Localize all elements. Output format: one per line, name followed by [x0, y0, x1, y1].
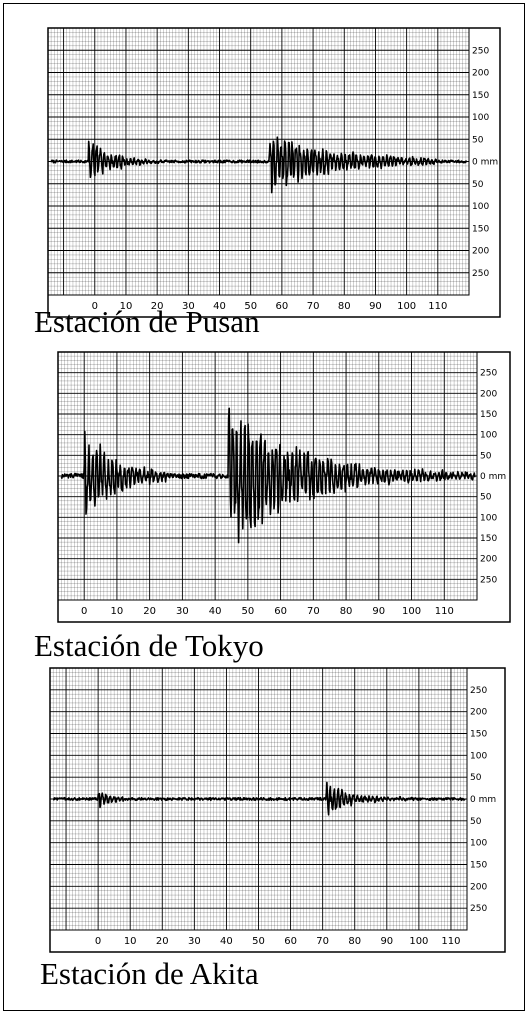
x-tick-label: 0 — [95, 936, 101, 947]
seismogram-pusan: 250 200 150 100 50 0 mm 50 100 150 200 250 0 10 20 30 4… — [47, 27, 501, 318]
x-tick-label: 110 — [441, 936, 460, 947]
station-label-tokyo: Estación de Tokyo — [34, 628, 264, 663]
x-tick-label: 80 — [340, 606, 353, 617]
seismic-trace — [52, 781, 466, 816]
x-tick-label: 10 — [111, 606, 124, 617]
x-tick-label: 50 — [244, 301, 257, 312]
y-tick-label: 100 — [470, 751, 487, 761]
x-tick-label: 40 — [213, 301, 226, 312]
x-tick-label: 70 — [307, 606, 320, 617]
x-tick-label: 30 — [188, 936, 201, 947]
plot-area — [47, 27, 470, 296]
x-tick-label: 20 — [156, 936, 169, 947]
y-tick-label: 100 — [480, 513, 497, 523]
y-tick-label: 100 — [472, 113, 489, 123]
y-tick-label: 200 — [470, 708, 487, 718]
x-tick-label: 30 — [182, 301, 195, 312]
x-tick-label: 80 — [338, 301, 351, 312]
y-tick-label: 0 mm — [472, 158, 498, 168]
station-label-akita: Estación de Akita — [40, 956, 259, 991]
x-tick-label: 20 — [151, 301, 164, 312]
x-tick-label: 60 — [284, 936, 297, 947]
x-tick-label: 90 — [372, 606, 385, 617]
seismogram-tokyo: 250 200 150 100 50 0 mm 50 100 150 200 250 0 10 20 30 4… — [57, 351, 511, 623]
x-tick-label: 10 — [120, 301, 133, 312]
x-tick-label: 50 — [241, 606, 254, 617]
y-tick-label: 50 — [480, 451, 492, 461]
seismic-trace — [60, 407, 476, 544]
y-tick-label: 100 — [472, 202, 489, 212]
y-tick-label: 0 mm — [470, 795, 496, 805]
x-tick-label: 50 — [252, 936, 265, 947]
y-tick-label: 50 — [470, 773, 482, 783]
x-tick-label: 70 — [307, 301, 320, 312]
y-tick-label: 50 — [472, 180, 484, 190]
plot-area — [49, 667, 468, 931]
plot-area — [57, 351, 478, 601]
y-tick-label: 150 — [472, 224, 489, 234]
x-tick-label: 110 — [435, 606, 454, 617]
x-tick-label: 0 — [92, 301, 98, 312]
x-tick-label: 0 — [81, 606, 87, 617]
y-tick-label: 100 — [470, 839, 487, 849]
x-tick-label: 110 — [428, 301, 447, 312]
x-tick-label: 40 — [209, 606, 222, 617]
x-tick-label: 70 — [316, 936, 329, 947]
x-tick-label: 60 — [276, 301, 289, 312]
x-tick-label: 60 — [274, 606, 287, 617]
station-label-pusan: Estación de Pusan — [34, 304, 260, 339]
x-tick-label: 100 — [409, 936, 428, 947]
seismogram-akita: 250 200 150 100 50 0 mm 50 100 150 200 250 0 10 20 30 4… — [49, 667, 506, 953]
x-tick-label: 90 — [380, 936, 393, 947]
y-tick-label: 250 — [480, 575, 497, 585]
y-tick-label: 150 — [472, 91, 489, 101]
y-tick-label: 250 — [472, 269, 489, 279]
y-tick-label: 150 — [470, 730, 487, 740]
y-tick-label: 200 — [470, 882, 487, 892]
y-tick-label: 200 — [472, 247, 489, 257]
x-tick-label: 30 — [176, 606, 189, 617]
y-tick-label: 50 — [470, 817, 482, 827]
x-tick-label: 20 — [143, 606, 156, 617]
x-tick-label: 100 — [402, 606, 421, 617]
y-tick-label: 0 mm — [480, 472, 506, 482]
y-tick-label: 50 — [472, 135, 484, 145]
x-tick-label: 90 — [369, 301, 382, 312]
panel-border — [49, 667, 506, 953]
seismic-trace — [50, 136, 468, 194]
x-tick-label: 80 — [348, 936, 361, 947]
y-tick-label: 150 — [480, 534, 497, 544]
y-tick-label: 100 — [480, 431, 497, 441]
y-tick-label: 50 — [480, 493, 492, 503]
y-tick-label: 250 — [472, 46, 489, 56]
y-tick-label: 250 — [470, 904, 487, 914]
y-tick-label: 250 — [480, 369, 497, 379]
y-tick-label: 150 — [470, 861, 487, 871]
x-tick-label: 40 — [220, 936, 233, 947]
x-tick-label: 100 — [397, 301, 416, 312]
y-tick-label: 150 — [480, 410, 497, 420]
y-tick-label: 200 — [480, 389, 497, 399]
y-tick-label: 200 — [472, 69, 489, 79]
y-tick-label: 200 — [480, 555, 497, 565]
x-tick-label: 10 — [124, 936, 137, 947]
y-tick-label: 250 — [470, 686, 487, 696]
